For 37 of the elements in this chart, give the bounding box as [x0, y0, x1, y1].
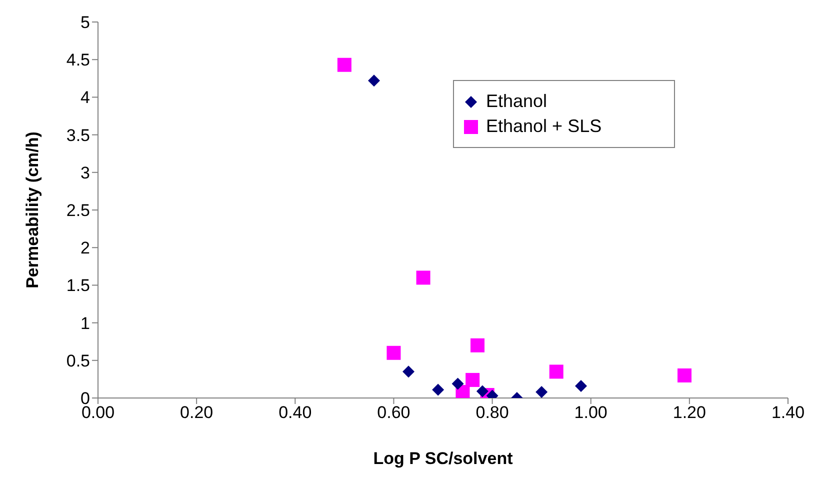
point	[678, 368, 692, 382]
point	[452, 378, 464, 390]
y-tick-label: 1.5	[66, 276, 90, 296]
x-tick-label: 0.20	[180, 403, 214, 422]
x-tick-label: 1.20	[672, 403, 706, 422]
y-axis-title: Permeability (cm/h)	[23, 132, 42, 288]
legend-label: Ethanol + SLS	[486, 116, 602, 137]
x-tick-label: 1.00	[574, 403, 608, 422]
y-tick-label: 3.5	[66, 126, 90, 145]
point	[456, 384, 470, 398]
point	[402, 366, 414, 378]
y-tick-label: 2	[80, 238, 90, 258]
point	[575, 380, 587, 392]
y-tick-label: 5	[80, 13, 90, 32]
x-tick-label: 0.00	[81, 403, 115, 422]
x-tick-label: 0.60	[377, 403, 410, 422]
point	[549, 364, 564, 379]
y-tick-label: 4	[80, 88, 90, 108]
y-tick-label: 3	[80, 163, 90, 182]
x-tick-label: 0.40	[278, 403, 312, 422]
y-tick-label: 0.5	[66, 351, 90, 370]
y-tick-label: 4.5	[66, 50, 90, 70]
point	[416, 270, 430, 285]
point	[386, 346, 401, 360]
y-tick-label: 1	[80, 314, 90, 333]
point	[432, 384, 444, 396]
point	[466, 372, 480, 387]
point	[368, 74, 380, 87]
legend-label: Ethanol	[486, 91, 548, 112]
point	[337, 58, 352, 72]
x-tick-label: 1.40	[771, 403, 805, 422]
point	[536, 386, 548, 398]
x-tick-label: 0.80	[476, 403, 509, 422]
point	[470, 338, 484, 352]
y-tick-label: 2.5	[66, 201, 90, 220]
x-axis-title: Log P SC/solvent	[373, 449, 514, 468]
point	[476, 385, 488, 398]
